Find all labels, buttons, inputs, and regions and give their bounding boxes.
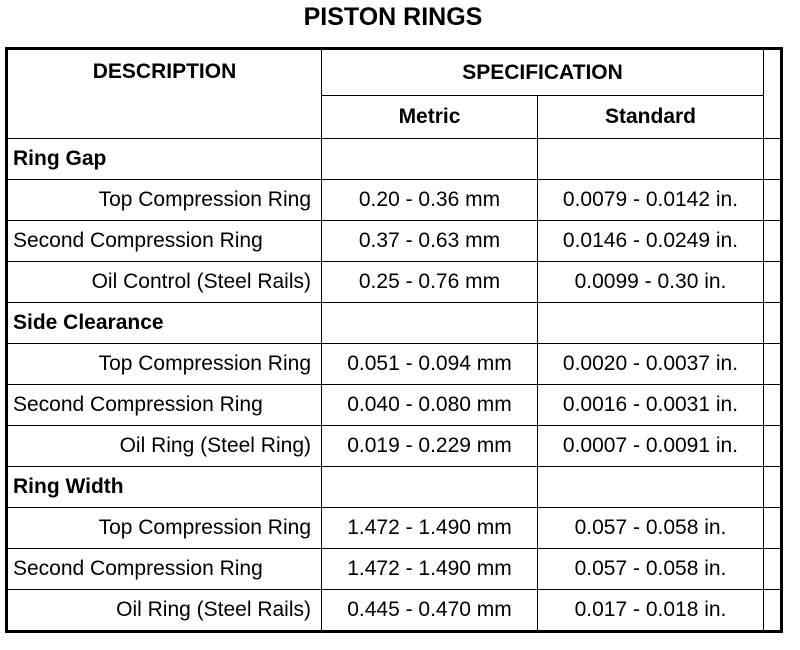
description-cell: Oil Control (Steel Rails) (6, 261, 322, 303)
extra-cell (763, 343, 782, 385)
extra-cell (763, 425, 782, 467)
description-cell: Oil Ring (Steel Ring) (6, 425, 322, 467)
extra-cell (763, 138, 782, 180)
group-row: Ring Width (6, 466, 782, 508)
extra-cell (763, 302, 782, 344)
table-row: Top Compression Ring 0.051 - 0.094 mm 0.00… (6, 343, 782, 385)
table-row: Second Compression Ring 0.040 - 0.080 mm 0… (6, 384, 782, 426)
metric-cell: 0.019 - 0.229 mm (321, 425, 538, 467)
group-label: Ring Gap (6, 138, 322, 180)
subheader-row: Metric Standard (7, 95, 782, 139)
description-header: DESCRIPTION (6, 48, 322, 139)
extra-cell (763, 507, 782, 549)
extra-cell (763, 384, 782, 426)
description-cell: Top Compression Ring (6, 507, 322, 549)
specification-header: SPECIFICATION (321, 47, 764, 97)
description-cell: Second Compression Ring (6, 384, 322, 426)
standard-cell: 0.0146 - 0.0249 in. (537, 220, 764, 262)
metric-cell: 0.20 - 0.36 mm (321, 179, 538, 221)
description-cell: Top Compression Ring (6, 179, 322, 221)
page-title: PISTON RINGS (303, 3, 483, 31)
metric-cell: 1.472 - 1.490 mm (321, 548, 538, 590)
standard-cell: 0.017 - 0.018 in. (537, 589, 764, 632)
metric-cell: 0.445 - 0.470 mm (321, 589, 538, 632)
extra-cell (763, 466, 782, 508)
group-row: Side Clearance (6, 302, 782, 344)
extra-cell (763, 548, 782, 590)
standard-cell: 0.0007 - 0.0091 in. (537, 425, 764, 467)
description-cell: Oil Ring (Steel Rails) (6, 589, 322, 632)
standard-cell: 0.057 - 0.058 in. (537, 507, 764, 549)
metric-cell: 0.37 - 0.63 mm (321, 220, 538, 262)
extra-cell (763, 589, 782, 632)
description-cell: Second Compression Ring (6, 220, 322, 262)
empty-cell (321, 138, 538, 180)
empty-cell (321, 466, 538, 508)
table-row: Oil Control (Steel Rails) 0.25 - 0.76 mm 0… (6, 261, 782, 303)
table-row: Oil Ring (Steel Ring) 0.019 - 0.229 mm 0.0… (6, 425, 782, 467)
table-row: Oil Ring (Steel Rails) 0.445 - 0.470 mm 0.… (6, 589, 782, 632)
metric-cell: 0.25 - 0.76 mm (321, 261, 538, 303)
empty-cell (321, 302, 538, 344)
metric-cell: 1.472 - 1.490 mm (321, 507, 538, 549)
standard-cell: 0.0099 - 0.30 in. (537, 261, 764, 303)
extra-cell (763, 179, 782, 221)
table-row: Top Compression Ring 0.20 - 0.36 mm 0.0079… (6, 179, 782, 221)
standard-cell: 0.0079 - 0.0142 in. (537, 179, 764, 221)
standard-cell: 0.0016 - 0.0031 in. (537, 384, 764, 426)
standard-cell: 0.057 - 0.058 in. (537, 548, 764, 590)
empty-cell (537, 302, 764, 344)
table-row: Second Compression Ring 1.472 - 1.490 mm 0… (6, 548, 782, 590)
group-row: Ring Gap (6, 138, 782, 180)
empty-cell (537, 466, 764, 508)
metric-cell: 0.051 - 0.094 mm (321, 343, 538, 385)
table-row: Top Compression Ring 1.472 - 1.490 mm 0.05… (6, 507, 782, 549)
description-cell: Second Compression Ring (6, 548, 322, 590)
metric-header: Metric (321, 95, 538, 139)
metric-cell: 0.040 - 0.080 mm (321, 384, 538, 426)
empty-cell (537, 138, 764, 180)
extra-cell (763, 220, 782, 262)
extra-cell (763, 261, 782, 303)
group-label: Side Clearance (6, 302, 322, 344)
extra-column (763, 48, 782, 139)
header-row: DESCRIPTION SPECIFICATION (6, 47, 782, 139)
standard-cell: 0.0020 - 0.0037 in. (537, 343, 764, 385)
spec-table: DESCRIPTION SPECIFICATION Metric Standar… (5, 47, 783, 633)
standard-header: Standard (537, 95, 764, 139)
table-row: Second Compression Ring 0.37 - 0.63 mm 0.0… (6, 220, 782, 262)
description-cell: Top Compression Ring (6, 343, 322, 385)
group-label: Ring Width (6, 466, 322, 508)
